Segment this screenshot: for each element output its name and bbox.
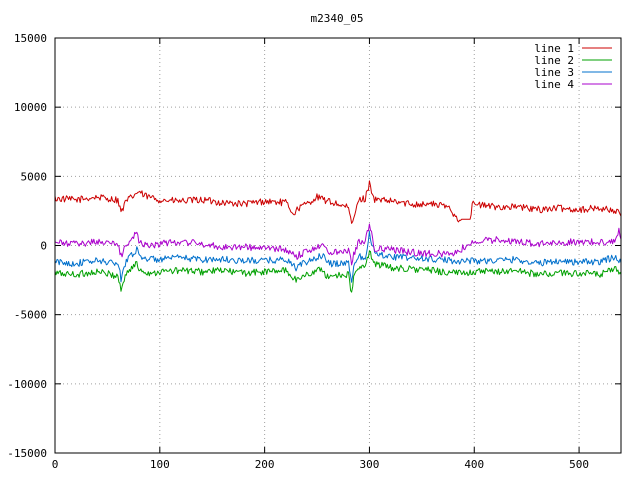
y-tick-label: -15000 xyxy=(7,447,47,460)
x-tick-label: 500 xyxy=(569,458,589,471)
series-line-1 xyxy=(54,180,622,224)
chart-title: m2340_05 xyxy=(311,12,364,25)
series-line-2 xyxy=(54,250,622,293)
y-tick-label: 5000 xyxy=(21,170,48,183)
x-tick-label: 300 xyxy=(360,458,380,471)
legend-label-3: line 3 xyxy=(534,66,574,79)
y-tick-label: 0 xyxy=(40,240,47,253)
series-group xyxy=(54,180,622,293)
legend-label-1: line 1 xyxy=(534,42,574,55)
axis-ticks: 0 100 200 300 400 500 -15000 -10000 -5000 0 5000 10… xyxy=(7,32,621,471)
y-tick-label: 10000 xyxy=(14,101,47,114)
y-tick-label: -5000 xyxy=(14,309,47,322)
y-tick-label: -10000 xyxy=(7,378,47,391)
x-tick-label: 0 xyxy=(52,458,59,471)
legend-label-2: line 2 xyxy=(534,54,574,67)
x-tick-label: 200 xyxy=(255,458,275,471)
series-line-3 xyxy=(54,230,622,283)
y-tick-label: 15000 xyxy=(14,32,47,45)
legend-label-4: line 4 xyxy=(534,78,574,91)
x-tick-label: 400 xyxy=(464,458,484,471)
x-tick-label: 100 xyxy=(150,458,170,471)
series-line-4 xyxy=(54,223,622,266)
